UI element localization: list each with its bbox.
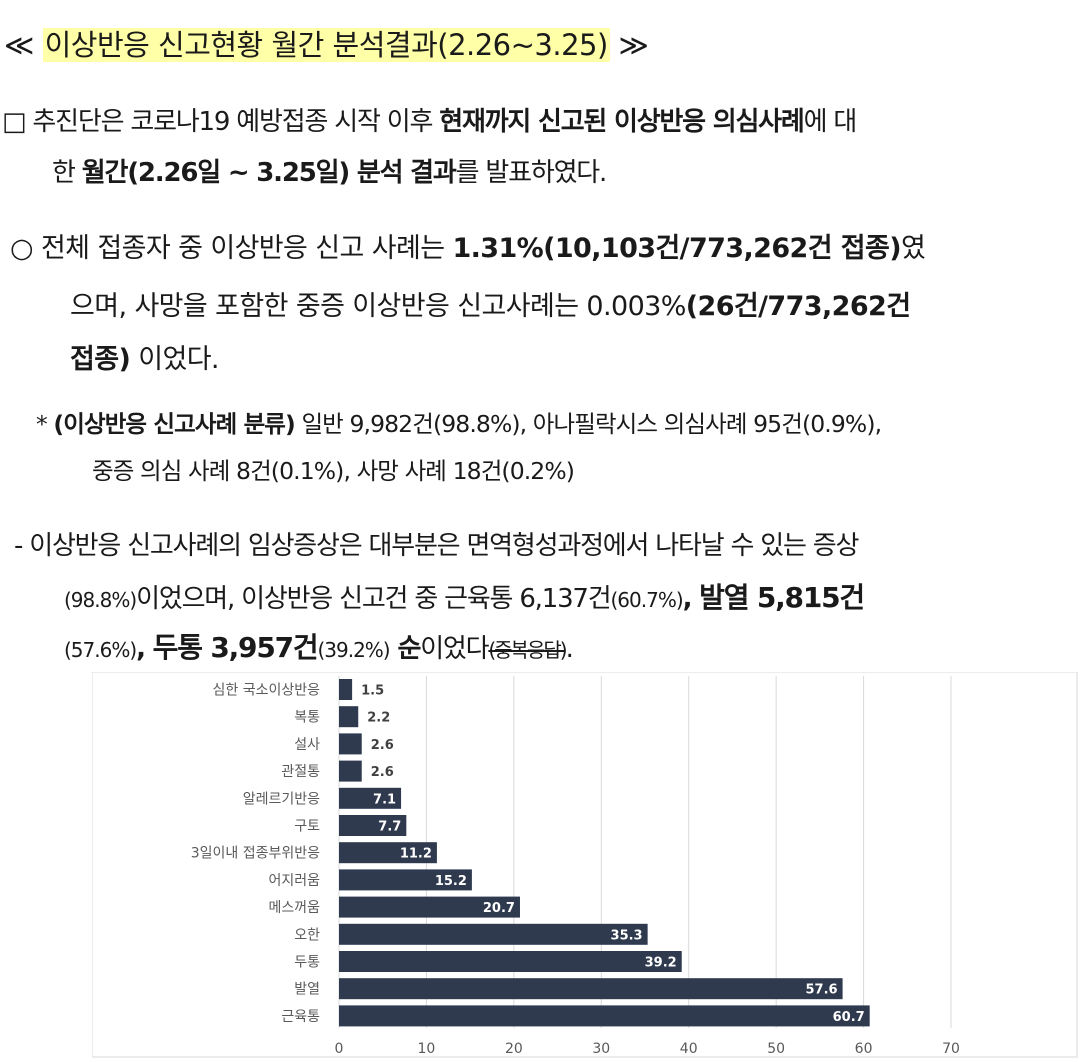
para2-text: 였 <box>900 233 926 264</box>
para1-line1: □ 추진단은 코로나19 예방접종 시작 이후 현재까지 신고된 이상반응 의심… <box>2 101 858 138</box>
x-tick-label: 60 <box>855 1041 873 1057</box>
bar-value-label: 39.2 <box>645 956 677 971</box>
para4-small: (60.7%) <box>610 588 683 612</box>
bar <box>339 896 520 918</box>
category-label: 알레르기반응 <box>243 791 320 807</box>
bar <box>339 679 353 700</box>
title-highlight: 이상반응 신고현황 월간 분석결과(2.26~3.25) <box>42 28 610 62</box>
para4-line3: (57.6%), 두통 3,957건(39.2%) 순이었다(중복응답). <box>64 626 574 666</box>
para1-text: 한 <box>52 158 82 188</box>
category-label: 오한 <box>294 927 320 943</box>
bar-value-label: 1.5 <box>361 684 384 699</box>
category-label: 복통 <box>294 710 320 726</box>
para2-line2: 으며, 사망을 포함한 중증 이상반응 신고사례는 0.003%(26건/773… <box>70 284 911 323</box>
para4-big: 발열 5,815건 <box>699 581 865 614</box>
para3-text: 중증 의심 사례 8건(0.1%), 사망 사례 18건(0.2%) <box>92 457 575 485</box>
para4-small: (39.2%) <box>317 638 390 662</box>
para4-text: 이었다 <box>420 634 489 664</box>
para2-bold: 1.31%(10,103건/773,262건 접종) <box>452 233 901 264</box>
bar <box>339 869 472 891</box>
para4-bold: 순 <box>389 634 421 664</box>
category-label: 구토 <box>294 819 320 835</box>
x-tick-label: 10 <box>418 1041 436 1057</box>
para4-line1: - 이상반응 신고사례의 임상증상은 대부분은 면역형성과정에서 나타날 수 있… <box>14 525 859 562</box>
para1-line2: 한 월간(2.26일 ~ 3.25일) 분석 결과를 발표하였다. <box>52 152 608 189</box>
chart-grid <box>338 676 952 1028</box>
chart-frame <box>92 672 1078 1058</box>
bar-value-label: 7.1 <box>373 792 396 807</box>
category-label: 심한 국소이상반응 <box>213 683 321 699</box>
para1-bold: 월간(2.26일 ~ 3.25일) 분석 결과 <box>81 158 457 188</box>
bar <box>339 733 362 755</box>
bar-value-label: 57.6 <box>806 983 838 998</box>
bar <box>339 842 437 864</box>
para4-text: . <box>565 634 574 664</box>
para2-bold: 접종) <box>70 344 131 375</box>
bar-value-label: 2.6 <box>371 738 394 753</box>
para3-bold: (이상반응 신고사례 분류) <box>53 410 295 438</box>
para1-text: 를 발표하였다. <box>455 158 608 188</box>
bar <box>339 787 402 809</box>
para2-bold: (26건/773,262건 <box>685 291 911 322</box>
para3-line1: * (이상반응 신고사례 분류) 일반 9,982건(98.8%), 아나필락시… <box>36 405 882 439</box>
para3-text: * <box>36 410 54 438</box>
x-tick-label: 30 <box>592 1041 610 1057</box>
bar <box>339 951 682 972</box>
category-label: 발열 <box>294 982 320 998</box>
para2-line3: 접종) 이었다. <box>70 337 220 376</box>
x-tick-label: 50 <box>767 1041 785 1057</box>
x-tick-label: 0 <box>335 1041 344 1057</box>
para4-big: 두통 3,957건 <box>152 631 319 664</box>
x-tick-label: 40 <box>680 1041 698 1057</box>
chart-tick-labels: 0 10 20 30 40 50 60 70 <box>335 1041 960 1057</box>
bar <box>339 1005 870 1027</box>
bar-value-label: 15.2 <box>435 874 467 889</box>
para4-bold: , <box>682 584 700 614</box>
para2-text: ○ 전체 접종자 중 이상반응 신고 사례는 <box>10 233 453 264</box>
page-title: ≪ 이상반응 신고현황 월간 분석결과(2.26~3.25) ≫ <box>4 22 649 64</box>
bar <box>339 978 843 1000</box>
para2-text: 으며, 사망을 포함한 중증 이상반응 신고사례는 0.003% <box>70 291 686 322</box>
title-suffix: ≫ <box>609 28 649 62</box>
para1-text: □ 추진단은 코로나19 예방접종 시작 이후 <box>2 107 440 137</box>
x-tick-label: 20 <box>505 1041 523 1057</box>
para4-text: 이었으며, 이상반응 신고건 중 근육통 6,137건 <box>136 584 612 614</box>
category-label: 관절통 <box>281 764 320 780</box>
category-label: 메스꺼움 <box>268 900 320 916</box>
title-prefix: ≪ <box>4 28 43 62</box>
category-label: 설사 <box>294 737 320 753</box>
bar-value-label: 2.6 <box>371 765 394 780</box>
para1-text: 에 대 <box>803 107 858 137</box>
bar-value-label: 20.7 <box>483 901 515 916</box>
x-tick-label: 70 <box>942 1041 960 1057</box>
bar-value-label: 11.2 <box>400 847 432 862</box>
bar <box>339 706 359 728</box>
para4-text: - 이상반응 신고사례의 임상증상은 대부분은 면역형성과정에서 나타날 수 있… <box>14 531 859 561</box>
para3-line2: 중증 의심 사례 8건(0.1%), 사망 사례 18건(0.2%) <box>92 452 575 486</box>
category-label: 두통 <box>294 955 320 971</box>
para2-line1: ○ 전체 접종자 중 이상반응 신고 사례는 1.31%(10,103건/773… <box>10 226 926 265</box>
category-label: 어지러움 <box>268 873 320 889</box>
para4-bold: , <box>136 634 153 664</box>
symptom-bar-chart: 1.5 2.2 2.6 2.6 7.1 7.7 11.215.2 20.7 35.339.2 57… <box>92 672 1078 1058</box>
bar <box>339 760 362 782</box>
para4-line2: (98.8%)이었으며, 이상반응 신고건 중 근육통 6,137건(60.7%… <box>64 576 865 616</box>
bar <box>339 815 407 836</box>
para4-small: (98.8%) <box>64 588 137 612</box>
para3-text: 일반 9,982건(98.8%), 아나필락시스 의심사례 95건(0.9%), <box>294 410 882 438</box>
category-label: 3일이내 접종부위반응 <box>191 846 320 862</box>
bar-value-label: 2.2 <box>367 711 390 726</box>
bar <box>339 923 648 945</box>
bar-value-label: 7.7 <box>378 820 401 835</box>
bar-value-label: 35.3 <box>611 928 643 943</box>
bar-value-label: 60.7 <box>833 1010 865 1025</box>
para4-small: (57.6%) <box>64 638 137 662</box>
para1-bold: 현재까지 신고된 이상반응 의심사례 <box>439 107 805 137</box>
para2-text: 이었다. <box>130 344 219 375</box>
chart-bars: 1.5 2.2 2.6 2.6 7.1 7.7 11.215.2 20.7 35.339.2 57… <box>339 679 870 1027</box>
category-label: 근육통 <box>281 1009 320 1025</box>
para4-strike: (중복응답) <box>488 638 567 662</box>
